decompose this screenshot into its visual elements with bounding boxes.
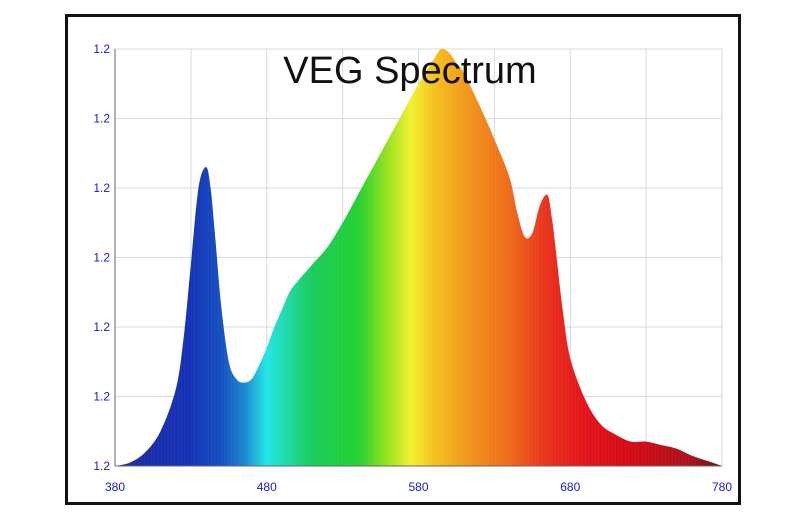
x-tick-label: 380 (105, 480, 125, 494)
y-tick-label: 1.2 (93, 112, 110, 126)
y-tick-label: 1.2 (93, 320, 110, 334)
axes (114, 49, 722, 467)
y-tick-label: 1.2 (93, 181, 110, 195)
x-tick-label: 780 (712, 480, 732, 494)
x-tick-label: 480 (257, 480, 277, 494)
chart-frame: 1.2 1.2 1.2 1.2 1.2 1.2 1.2 380 480 580 680 780 VE… (65, 14, 741, 505)
x-tick-labels: 380 480 580 680 780 (105, 480, 732, 494)
x-tick-label: 680 (560, 480, 580, 494)
y-tick-labels: 1.2 1.2 1.2 1.2 1.2 1.2 1.2 (93, 42, 110, 473)
y-tick-label: 1.2 (93, 459, 110, 473)
spectrum-area-path (115, 48, 722, 467)
y-tick-label: 1.2 (93, 390, 110, 404)
x-tick-label: 580 (408, 480, 428, 494)
y-tick-label: 1.2 (93, 251, 110, 265)
y-tick-label: 1.2 (93, 42, 110, 56)
spectrum-chart: 1.2 1.2 1.2 1.2 1.2 1.2 1.2 380 480 580 680 780 VE… (93, 42, 732, 494)
chart-title: VEG Spectrum (283, 50, 536, 92)
